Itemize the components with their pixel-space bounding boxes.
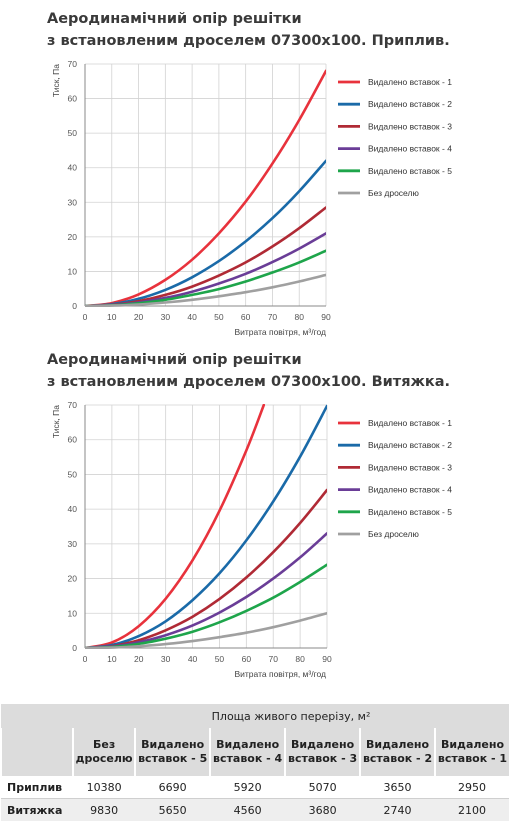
x-axis-label: Витрата повітря, м³/год	[235, 669, 327, 679]
table-cell: 2950	[435, 776, 509, 799]
y-tick-label: 40	[68, 504, 78, 514]
y-tick-label: 70	[68, 59, 78, 69]
column-header: Видалено вставок - 1	[434, 728, 509, 776]
table-cell: 3680	[285, 798, 361, 821]
series-line	[85, 563, 327, 649]
free-area-table: Площа живого перерізу, м² Без дроселю Вид…	[0, 704, 509, 821]
table-cell: 6690	[135, 776, 211, 799]
x-tick-label: 80	[295, 654, 305, 664]
x-tick-label: 30	[161, 312, 171, 322]
legend-label: Видалено вставок - 5	[368, 507, 452, 517]
y-axis-label: Тиск, Па	[51, 405, 61, 438]
y-tick-label: 60	[68, 94, 78, 104]
series-line	[85, 159, 326, 307]
table-cell: 2740	[360, 798, 436, 821]
x-tick-label: 0	[83, 654, 88, 664]
y-tick-label: 0	[72, 301, 77, 311]
table-row-supply: Приплив 10380 6690 5920 5070 3650 2950	[1, 776, 509, 799]
chart-title-line-1: Аеродинамічний опір решітки	[47, 352, 302, 368]
table-cell: 5650	[135, 798, 211, 821]
legend-label: Видалено вставок - 3	[368, 462, 452, 472]
series-line	[85, 612, 327, 649]
x-tick-label: 20	[134, 312, 144, 322]
chart-title-line-2: з встановленим дроселем 07300х100. Витяж…	[47, 374, 451, 390]
x-tick-label: 80	[294, 312, 304, 322]
y-tick-label: 0	[72, 643, 77, 653]
x-tick-label: 30	[161, 654, 171, 664]
y-tick-label: 10	[68, 266, 78, 276]
row-label: Приплив	[1, 776, 73, 799]
x-tick-label: 40	[187, 312, 197, 322]
table-corner	[0, 728, 73, 776]
x-tick-label: 10	[107, 312, 117, 322]
table-cell: 5920	[210, 776, 286, 799]
table-main-header: Площа живого перерізу, м²	[211, 709, 371, 723]
legend-label: Видалено вставок - 2	[368, 440, 452, 450]
y-tick-label: 50	[68, 469, 78, 479]
series-line	[85, 404, 327, 649]
legend-label: Без дроселю	[368, 529, 419, 539]
x-tick-label: 90	[322, 654, 332, 664]
chart-supply: 0 10 20 30 40 50 60 70 80 90 0 10 20 30 40 50 60 70 Витрат…	[51, 59, 452, 337]
column-header: Видалено вставок - 2	[359, 728, 436, 776]
legend-label: Видалено вставок - 3	[368, 121, 452, 131]
x-tick-label: 0	[83, 312, 88, 322]
chart-title-supply: Аеродинамічний опір решітки з встановлен…	[47, 8, 450, 52]
y-tick-label: 50	[68, 128, 78, 138]
y-tick-label: 20	[68, 232, 78, 242]
series-line	[85, 273, 326, 307]
chart-title-line-1: Аеродинамічний опір решітки	[47, 11, 302, 27]
legend-label: Видалено вставок - 1	[368, 77, 452, 87]
chart-title-line-2: з встановленим дроселем 07300х100. Припл…	[47, 33, 450, 49]
y-axis-label: Тиск, Па	[51, 64, 61, 97]
y-tick-label: 10	[68, 608, 78, 618]
table-cell: 4560	[210, 798, 286, 821]
y-tick-label: 70	[68, 400, 78, 410]
chart-exhaust: 0 10 20 30 40 50 60 70 80 90 0 10 20 30 40 50 60 70 Витрат…	[51, 400, 452, 679]
y-tick-label: 40	[68, 163, 78, 173]
table-cell: 3650	[360, 776, 436, 799]
table-corner	[1, 704, 73, 728]
legend-label: Видалено вставок - 5	[368, 166, 452, 176]
legend-label: Видалено вставок - 4	[368, 485, 452, 495]
chart-title-exhaust: Аеродинамічний опір решітки з встановлен…	[47, 349, 450, 393]
x-tick-label: 60	[241, 312, 251, 322]
table-cell: 10380	[73, 776, 136, 799]
y-tick-label: 20	[68, 574, 78, 584]
column-header: Видалено вставок - 5	[134, 728, 211, 776]
series-line	[85, 404, 266, 649]
column-header: Без дроселю	[71, 728, 136, 776]
table-cell: 2100	[435, 798, 509, 821]
column-header: Видалено вставок - 3	[284, 728, 361, 776]
table-row-exhaust: Витяжка 9830 5650 4560 3680 2740 2100	[1, 798, 509, 821]
table-column-headers: Без дроселю Видалено вставок - 5 Видалено в…	[0, 728, 509, 776]
x-tick-label: 60	[242, 654, 252, 664]
x-tick-label: 90	[321, 312, 331, 322]
x-tick-label: 50	[214, 312, 224, 322]
table-cell: 5070	[285, 776, 361, 799]
x-tick-label: 10	[107, 654, 117, 664]
x-tick-label: 70	[268, 654, 278, 664]
y-tick-label: 60	[68, 435, 78, 445]
column-header: Видалено вставок - 4	[209, 728, 286, 776]
legend-label: Видалено вставок - 2	[368, 99, 452, 109]
series-line	[85, 69, 326, 307]
x-tick-label: 70	[268, 312, 278, 322]
row-label: Витяжка	[1, 798, 73, 821]
x-tick-label: 40	[188, 654, 198, 664]
y-tick-label: 30	[68, 539, 78, 549]
x-tick-label: 20	[134, 654, 144, 664]
legend-label: Видалено вставок - 1	[368, 418, 452, 428]
y-tick-label: 30	[68, 197, 78, 207]
table-cell: 9830	[73, 798, 136, 821]
x-axis-label: Витрата повітря, м³/год	[235, 327, 327, 337]
series-line	[85, 532, 327, 649]
legend-label: Видалено вставок - 4	[368, 144, 452, 154]
legend-label: Без дроселю	[368, 188, 419, 198]
x-tick-label: 50	[215, 654, 225, 664]
